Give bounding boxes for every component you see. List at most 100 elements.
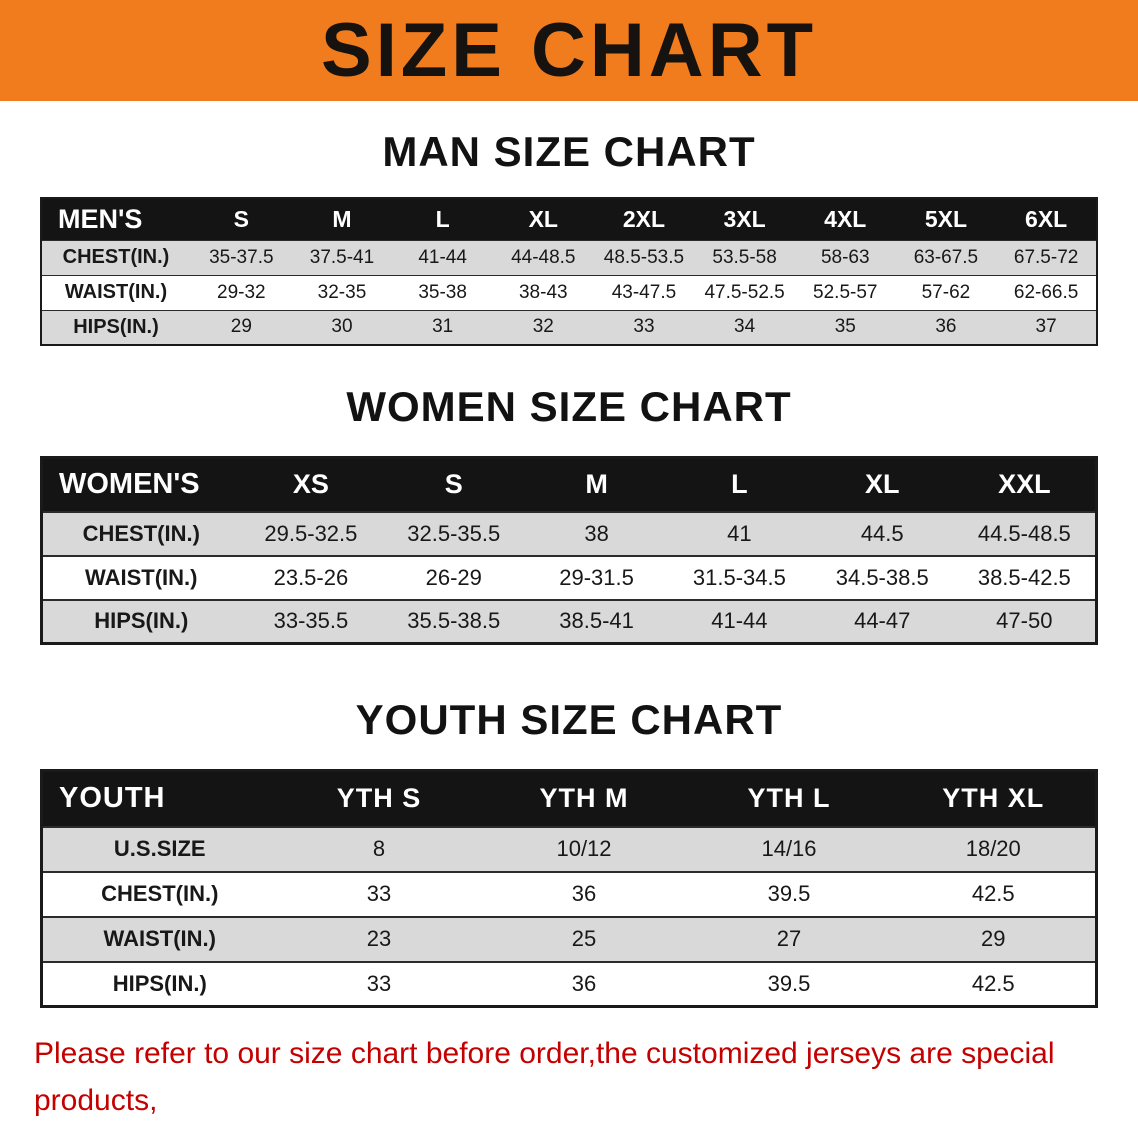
size-value-cell: 41-44 [392, 239, 493, 275]
size-value-cell: 32.5-35.5 [382, 510, 526, 556]
size-value-cell: 38.5-41 [525, 598, 668, 644]
measurement-row: HIPS(IN.) 29 30 31 32 33 34 35 36 37 [41, 309, 1097, 345]
size-value-cell: 52.5-57 [794, 274, 896, 310]
size-value-cell: 48.5-53.5 [593, 239, 695, 275]
row-label-cell: HIPS(IN.) [41, 960, 277, 1007]
size-value-cell: 14/16 [686, 825, 892, 872]
size-column-header: L [667, 457, 811, 512]
size-value-cell: 39.5 [686, 960, 892, 1007]
size-value-cell: 39.5 [686, 870, 892, 917]
size-value-cell: 33 [593, 309, 695, 345]
row-label-cell: HIPS(IN.) [41, 309, 191, 345]
size-value-cell: 32 [492, 309, 594, 345]
size-value-cell: 35-38 [392, 274, 493, 310]
measurement-row: CHEST(IN.) 33 36 39.5 42.5 [41, 870, 1097, 917]
women-size-table: WOMEN'S XS S M L XL XXL CHEST(IN.) 29.5-32.5 32.5… [40, 456, 1098, 645]
size-column-header: YTH M [481, 770, 687, 827]
size-value-cell: 29-32 [191, 274, 292, 310]
youth-section-heading: YOUTH SIZE CHART [355, 696, 783, 743]
size-value-cell: 58-63 [794, 239, 896, 275]
size-value-cell: 38-43 [492, 274, 594, 310]
size-value-cell: 18/20 [891, 825, 1097, 872]
size-value-cell: 23.5-26 [239, 554, 383, 600]
men-section-heading: MAN SIZE CHART [382, 128, 756, 175]
size-value-cell: 33 [276, 870, 482, 917]
size-value-cell: 29-31.5 [525, 554, 668, 600]
size-value-cell: 47.5-52.5 [694, 274, 795, 310]
row-label-cell: U.S.SIZE [41, 825, 277, 872]
women-size-section: WOMEN SIZE CHART WOMEN'S XS S M L XL XXL CHEST(… [0, 382, 1138, 645]
size-column-header: S [382, 457, 526, 512]
table-header-row: WOMEN'S XS S M L XL XXL [41, 457, 1097, 512]
notice-line-2: we don't accept cancel, change, teturn o… [34, 1124, 1118, 1132]
size-column-header: 3XL [694, 198, 795, 240]
size-column-header: XL [810, 457, 954, 512]
size-value-cell: 8 [276, 825, 482, 872]
size-column-header: 6XL [996, 198, 1097, 240]
size-value-cell: 35 [794, 309, 896, 345]
size-value-cell: 36 [481, 870, 687, 917]
size-column-header: XS [239, 457, 383, 512]
youth-size-table: YOUTH YTH S YTH M YTH L YTH XL U.S.SIZE 8 10/12… [40, 769, 1098, 1008]
men-size-section: MAN SIZE CHART MEN'S S M L XL 2XL 3XL 4XL 5XL 6XL… [0, 127, 1138, 346]
size-value-cell: 34 [694, 309, 795, 345]
measurement-row: HIPS(IN.) 33 36 39.5 42.5 [41, 960, 1097, 1007]
size-column-header: M [291, 198, 393, 240]
row-label-cell: CHEST(IN.) [41, 510, 240, 556]
size-value-cell: 31 [392, 309, 493, 345]
size-value-cell: 44.5-48.5 [953, 510, 1097, 556]
size-value-cell: 30 [291, 309, 393, 345]
size-column-header: 2XL [593, 198, 695, 240]
size-column-header: S [191, 198, 292, 240]
size-value-cell: 31.5-34.5 [667, 554, 811, 600]
measurement-row: CHEST(IN.) 35-37.5 37.5-41 41-44 44-48.5 48.5… [41, 239, 1097, 275]
size-column-header: XL [492, 198, 594, 240]
men-size-table: MEN'S S M L XL 2XL 3XL 4XL 5XL 6XL CHEST(IN.) 35-37… [40, 197, 1098, 346]
measurement-row: WAIST(IN.) 23 25 27 29 [41, 915, 1097, 962]
size-value-cell: 23 [276, 915, 482, 962]
size-value-cell: 42.5 [891, 870, 1097, 917]
size-value-cell: 34.5-38.5 [810, 554, 954, 600]
size-value-cell: 63-67.5 [895, 239, 997, 275]
row-label-cell: CHEST(IN.) [41, 239, 191, 275]
size-value-cell: 33-35.5 [239, 598, 383, 644]
size-column-header: XXL [953, 457, 1097, 512]
table-header-row: YOUTH YTH S YTH M YTH L YTH XL [41, 770, 1097, 827]
size-value-cell: 57-62 [895, 274, 997, 310]
page-title: SIZE CHART [321, 7, 817, 93]
size-value-cell: 62-66.5 [996, 274, 1097, 310]
youth-size-section: YOUTH SIZE CHART YOUTH YTH S YTH M YTH L YTH… [0, 695, 1138, 1008]
size-value-cell: 38 [525, 510, 668, 556]
size-value-cell: 43-47.5 [593, 274, 695, 310]
size-column-header: YTH S [276, 770, 482, 827]
size-column-header: YTH L [686, 770, 892, 827]
size-value-cell: 27 [686, 915, 892, 962]
row-label-cell: CHEST(IN.) [41, 870, 277, 917]
women-section-heading: WOMEN SIZE CHART [346, 383, 792, 430]
size-value-cell: 25 [481, 915, 687, 962]
size-value-cell: 53.5-58 [694, 239, 795, 275]
size-value-cell: 44.5 [810, 510, 954, 556]
size-value-cell: 36 [481, 960, 687, 1007]
size-value-cell: 42.5 [891, 960, 1097, 1007]
measurement-row: WAIST(IN.) 29-32 32-35 35-38 38-43 43-47.5 47.… [41, 274, 1097, 310]
size-value-cell: 33 [276, 960, 482, 1007]
size-value-cell: 26-29 [382, 554, 526, 600]
size-value-cell: 37.5-41 [291, 239, 393, 275]
size-value-cell: 44-47 [810, 598, 954, 644]
size-value-cell: 36 [895, 309, 997, 345]
measurement-row: CHEST(IN.) 29.5-32.5 32.5-35.5 38 41 44.5 44.5… [41, 510, 1097, 556]
size-value-cell: 41-44 [667, 598, 811, 644]
size-column-header: 4XL [794, 198, 896, 240]
table-header-row: MEN'S S M L XL 2XL 3XL 4XL 5XL 6XL [41, 198, 1097, 240]
table-title-cell: YOUTH [41, 770, 277, 827]
size-column-header: YTH XL [891, 770, 1097, 827]
size-value-cell: 29.5-32.5 [239, 510, 383, 556]
size-value-cell: 35.5-38.5 [382, 598, 526, 644]
footer-notice: Please refer to our size chart before or… [0, 1030, 1138, 1132]
measurement-row: U.S.SIZE 8 10/12 14/16 18/20 [41, 825, 1097, 872]
row-label-cell: WAIST(IN.) [41, 274, 191, 310]
notice-line-1: Please refer to our size chart before or… [34, 1037, 1055, 1117]
table-title-cell: WOMEN'S [41, 457, 240, 512]
size-value-cell: 44-48.5 [492, 239, 594, 275]
